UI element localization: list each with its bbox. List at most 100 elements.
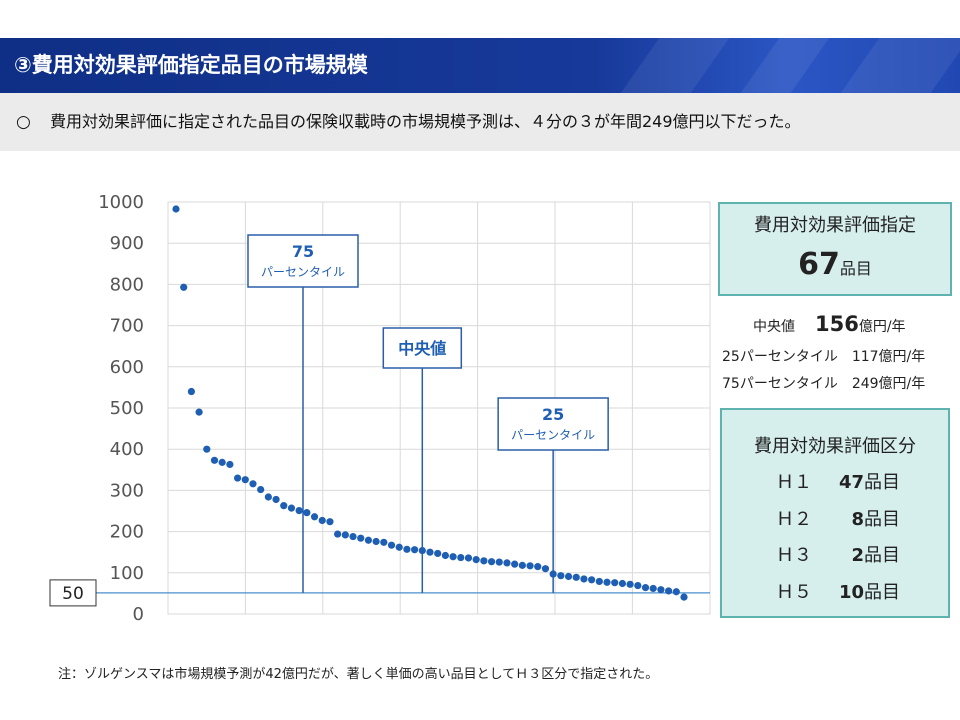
data-point	[326, 518, 334, 526]
classification-box: 費用対効果評価区分 Ｈ１ 47品目 Ｈ２ 8品目 Ｈ３ 2品目 Ｈ５ 10品目	[720, 408, 950, 618]
data-point	[364, 536, 373, 544]
data-point	[203, 445, 211, 453]
class-unit: 品目	[864, 509, 900, 530]
designated-count-box: 費用対効果評価指定 67品目	[718, 202, 952, 296]
data-point	[387, 541, 396, 549]
data-point	[518, 561, 526, 569]
data-point	[341, 531, 349, 539]
data-point	[603, 578, 611, 586]
y-tick-label: 700	[110, 316, 144, 337]
data-point	[549, 570, 557, 578]
data-point	[534, 563, 542, 571]
data-point	[187, 387, 195, 396]
page-title: ③費用対効果評価指定品目の市場規模	[14, 53, 368, 77]
data-point	[680, 593, 688, 601]
75_percentile-label-box	[247, 234, 359, 288]
data-point	[349, 532, 357, 541]
y-tick-label: 200	[110, 522, 144, 543]
data-point	[588, 576, 596, 584]
data-point	[403, 545, 411, 553]
p75-stat: 75パーセンタイル 249億円/年	[722, 376, 926, 392]
reference-label: 50	[62, 584, 84, 604]
data-point	[310, 513, 319, 521]
class-label: Ｈ１	[776, 472, 812, 493]
data-point	[487, 558, 496, 566]
class-unit: 品目	[864, 545, 900, 566]
data-point	[180, 283, 188, 291]
class-count: 47	[838, 472, 864, 493]
y-tick-label: 900	[110, 233, 144, 254]
data-point	[564, 572, 573, 581]
data-point	[618, 579, 627, 588]
class-label: Ｈ３	[776, 545, 812, 566]
subtitle-text: 費用対効果評価に指定された品目の保険収載時の市場規模予測は、４分の３が年間249…	[50, 112, 801, 131]
data-point	[657, 586, 665, 594]
bullet-icon: ○	[16, 112, 31, 132]
data-point	[495, 558, 503, 566]
designated-count-unit: 品目	[839, 259, 872, 278]
y-tick-label: 0	[133, 604, 144, 625]
class-count: 8	[851, 509, 864, 530]
median-label: 中央値	[398, 339, 446, 358]
p25-stat: 25パーセンタイル 117億円/年	[722, 349, 926, 365]
data-point	[457, 553, 465, 562]
data-point	[464, 554, 473, 562]
data-point	[672, 588, 680, 596]
75_percentile-label: 75	[292, 242, 314, 261]
data-point	[441, 551, 449, 560]
median-label-box	[382, 327, 463, 369]
data-point	[557, 572, 565, 580]
market-size-chart: 0 100 200 300 400 500 600 700 800 900 1000 50 75 パーセン…	[49, 192, 711, 625]
class-label: Ｈ５	[776, 582, 812, 603]
data-point	[572, 573, 580, 581]
data-point	[372, 537, 380, 546]
data-point	[210, 456, 219, 464]
data-point	[665, 587, 673, 595]
data-point	[649, 584, 657, 593]
class-count: 2	[851, 545, 864, 566]
data-point	[264, 493, 272, 501]
data-point	[503, 559, 511, 567]
25_percentile-label: 25	[542, 405, 564, 424]
designated-count-value: 67	[798, 247, 840, 282]
data-point	[172, 205, 180, 213]
data-point	[526, 562, 534, 570]
classification-title: 費用対効果評価区分	[754, 436, 916, 457]
subtitle-bar: ○ 費用対効果評価に指定された品目の保険収載時の市場規模予測は、４分の３が年間2…	[0, 93, 960, 151]
data-point	[449, 553, 457, 561]
class-unit: 品目	[864, 472, 900, 493]
data-point	[295, 506, 303, 515]
median-value: 156	[815, 312, 859, 336]
data-point	[626, 580, 634, 588]
data-point	[480, 557, 488, 565]
designated-count-title: 費用対効果評価指定	[754, 215, 916, 236]
data-point	[511, 560, 519, 568]
data-point	[334, 530, 342, 538]
y-tick-label: 600	[110, 357, 144, 378]
reference-label-box	[49, 579, 97, 607]
class-unit: 品目	[864, 582, 900, 603]
y-tick-label: 500	[110, 398, 144, 419]
data-point	[303, 509, 311, 517]
data-point	[195, 408, 203, 416]
data-point	[541, 565, 550, 573]
data-point	[287, 504, 296, 512]
data-point	[241, 476, 249, 484]
data-point	[641, 584, 650, 592]
y-tick-label: 800	[110, 274, 144, 295]
median-stat: 中央値 156億円/年	[753, 312, 906, 336]
data-point	[418, 546, 426, 555]
25_percentile-sublabel: パーセンタイル	[511, 428, 595, 442]
y-tick-label: 100	[110, 563, 144, 584]
data-point	[218, 458, 226, 466]
footnote: 注：ゾルゲンスマは市場規模予測が42億円だが、著しく単価の高い品目としてＨ３区分…	[58, 667, 659, 682]
data-point	[595, 577, 603, 586]
data-point	[434, 549, 442, 558]
data-point	[226, 460, 234, 469]
data-point	[411, 546, 419, 554]
data-point	[380, 538, 388, 546]
class-label: Ｈ２	[776, 509, 812, 530]
data-point	[233, 474, 242, 482]
y-tick-label: 300	[110, 480, 144, 501]
data-point	[395, 543, 403, 551]
